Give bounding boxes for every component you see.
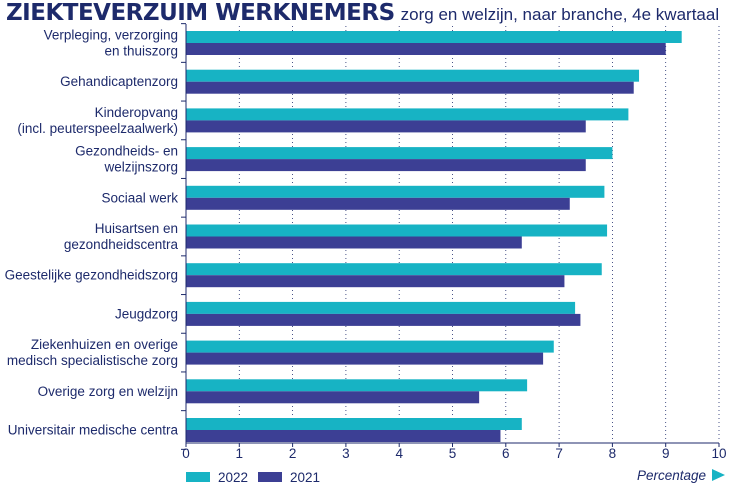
bar-2021 bbox=[186, 197, 570, 210]
category-label: Overige zorg en welzijn bbox=[38, 384, 178, 399]
x-axis-label: Percentage bbox=[637, 468, 706, 483]
axis-arrow-icon bbox=[712, 469, 725, 481]
x-tick-label: 4 bbox=[395, 446, 403, 461]
bar-2021 bbox=[186, 313, 581, 326]
x-axis: 0 1 2 3 4 5 6 7 8 9 10 Percentage bbox=[181, 23, 727, 483]
bar-2021 bbox=[186, 275, 565, 288]
bar-2021 bbox=[186, 120, 586, 133]
bar-2021 bbox=[186, 236, 522, 249]
x-tick-label: 1 bbox=[236, 446, 244, 461]
bar-2021 bbox=[186, 352, 544, 365]
bar-2022 bbox=[186, 31, 682, 43]
bar-2022 bbox=[186, 108, 629, 121]
x-tick-label: 10 bbox=[711, 446, 726, 461]
bar-2021 bbox=[186, 81, 634, 94]
bar-2022 bbox=[186, 69, 640, 82]
bar-2022 bbox=[186, 379, 528, 392]
x-tick-label: 0 bbox=[182, 446, 190, 461]
bar-2022 bbox=[186, 301, 576, 314]
bar-2022 bbox=[186, 224, 608, 237]
legend-swatch-2021 bbox=[258, 472, 282, 482]
x-tick-label: 9 bbox=[662, 446, 670, 461]
chart-title-row: ZIEKTEVERZUIM WERKNEMERS zorg en welzijn,… bbox=[6, 0, 719, 26]
bar-2022 bbox=[186, 185, 605, 198]
bar-2021 bbox=[186, 391, 480, 404]
x-tick-label: 2 bbox=[289, 446, 297, 461]
category-label: Universitair medische centra bbox=[8, 423, 179, 438]
bar-2022 bbox=[186, 418, 522, 430]
bar-2022 bbox=[186, 340, 554, 353]
bar-2021 bbox=[186, 430, 501, 442]
x-tick-label: 7 bbox=[555, 446, 563, 461]
bar-2022 bbox=[186, 147, 613, 160]
chart-title: ZIEKTEVERZUIM WERKNEMERS bbox=[6, 0, 395, 26]
x-tick-label: 8 bbox=[609, 446, 617, 461]
category-label: Gezondheids- en welzijnszorg bbox=[75, 144, 178, 175]
x-tick-label: 5 bbox=[449, 446, 457, 461]
category-label: Jeugdzorg bbox=[115, 306, 178, 321]
category-label: Ziekenhuizen en overige medisch specialis… bbox=[7, 337, 178, 368]
category-label: Sociaal werk bbox=[101, 190, 178, 205]
legend-swatch-2022 bbox=[186, 472, 210, 482]
chart-subtitle: zorg en welzijn, naar branche, 4e kwarta… bbox=[400, 5, 720, 24]
category-label: Kinderopvang (incl. peuterspeelzaalwerk) bbox=[17, 105, 178, 136]
x-tick-label: 3 bbox=[342, 446, 350, 461]
legend-label-2022: 2022 bbox=[218, 470, 248, 485]
category-label: Geestelijke gezondheidszorg bbox=[5, 268, 178, 283]
bar-2021 bbox=[186, 43, 666, 55]
bars bbox=[186, 31, 682, 442]
legend-label-2021: 2021 bbox=[290, 470, 320, 485]
legend: 2022 2021 bbox=[186, 470, 320, 485]
category-label: Huisartsen en gezondheidscentra bbox=[64, 221, 179, 252]
bar-2022 bbox=[186, 263, 602, 276]
category-label: Verpleging, verzorging en thuiszorg bbox=[44, 28, 178, 59]
bar-2021 bbox=[186, 159, 586, 172]
x-tick-label: 6 bbox=[502, 446, 510, 461]
category-labels: Verpleging, verzorging en thuiszorg Gehand… bbox=[5, 28, 179, 438]
category-label: Gehandicaptenzorg bbox=[60, 74, 178, 89]
